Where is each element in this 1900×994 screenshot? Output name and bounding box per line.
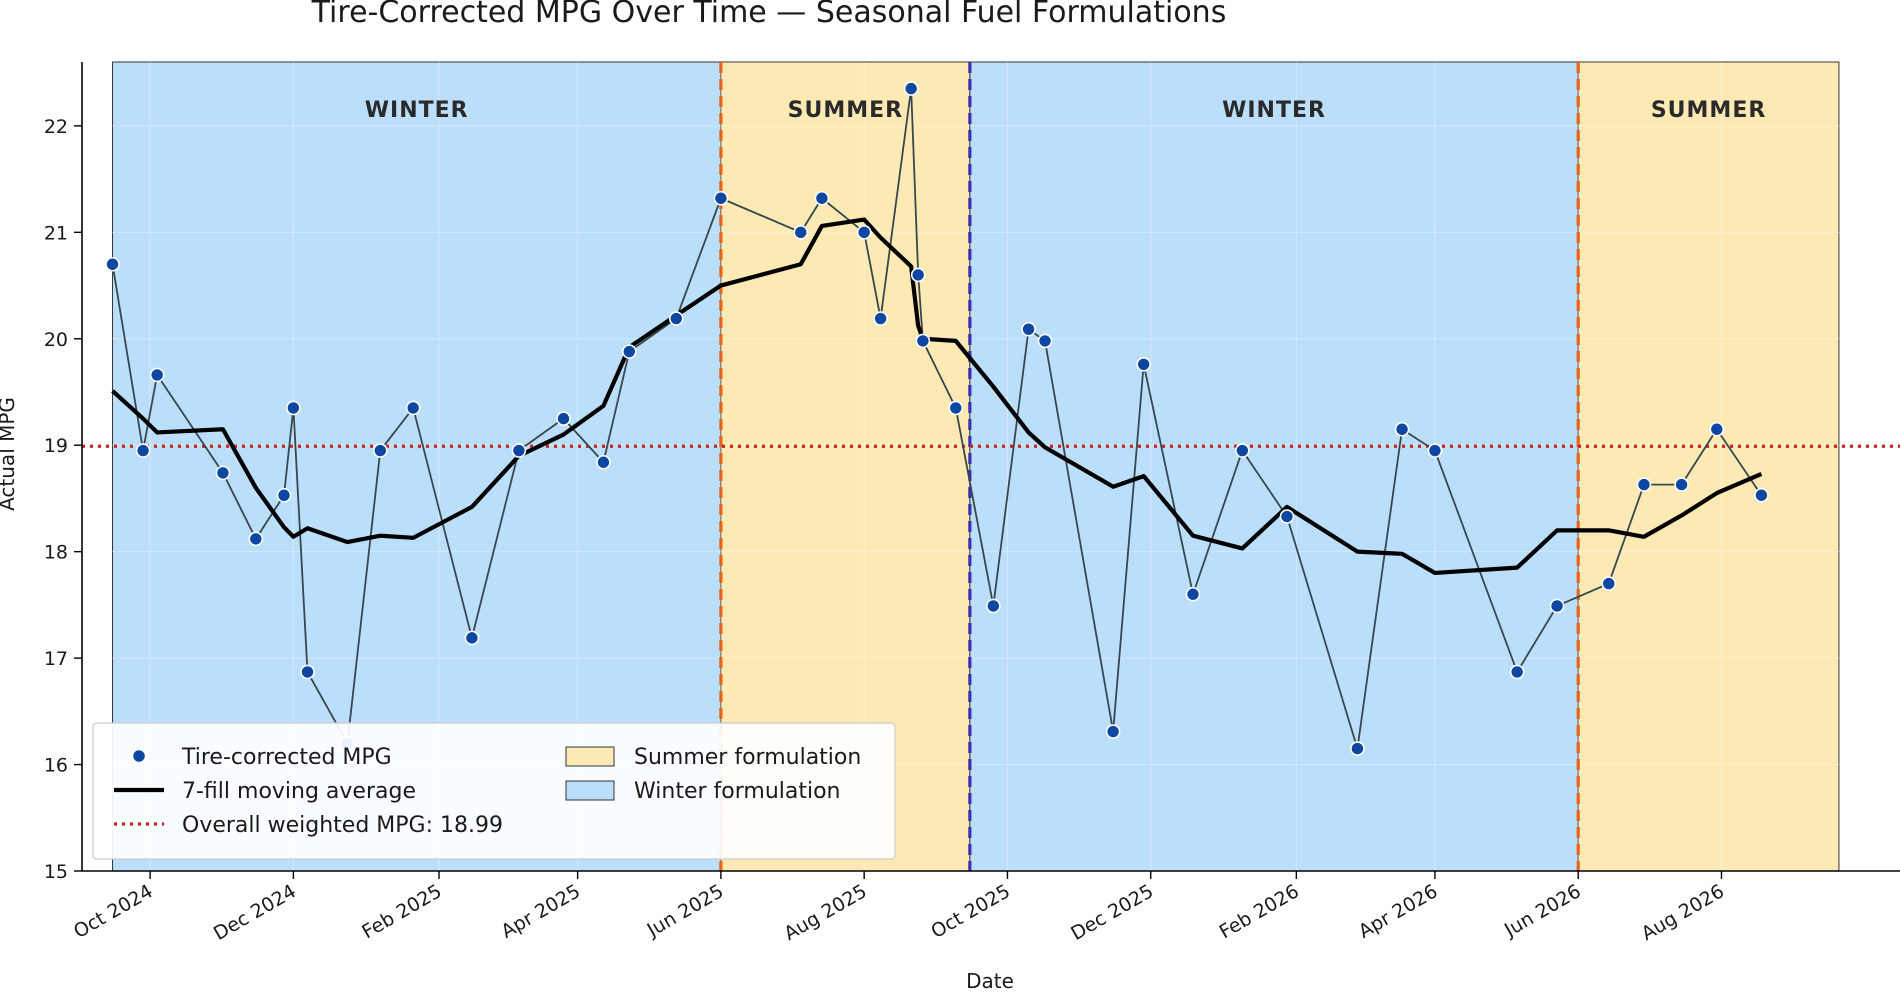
data-point-26 — [986, 598, 1001, 614]
data-point-13 — [556, 411, 571, 426]
season-label-3: SUMMER — [1651, 98, 1766, 123]
data-point-34 — [1350, 741, 1365, 756]
data-point-6 — [286, 400, 301, 416]
data-point-25 — [948, 400, 964, 416]
data-point-27 — [1021, 321, 1036, 337]
x-tick-label: Aug 2026 — [1638, 880, 1728, 945]
data-point-9 — [373, 443, 388, 458]
season-band-summer-3 — [1577, 61, 1840, 872]
season-label-2: WINTER — [1222, 98, 1326, 123]
x-tick-label: Feb 2026 — [1216, 880, 1303, 943]
data-point-11 — [464, 630, 480, 646]
legend-box — [92, 722, 896, 860]
x-axis-label: Date — [966, 969, 1014, 993]
moving-average-line-path — [111, 217, 1763, 576]
legend: Tire-corrected MPG 7-fill moving average O… — [92, 722, 896, 860]
x-tick-label: Feb 2025 — [358, 880, 445, 943]
y-tick-label: 18 — [44, 542, 68, 564]
legend-item-0: Tire-corrected MPG — [131, 745, 392, 770]
data-point-14 — [596, 454, 611, 470]
legend-label: 7-fill moving average — [182, 779, 416, 804]
season-labels: WINTER SUMMER WINTER SUMMER — [365, 98, 1766, 123]
legend-item-3: Summer formulation — [565, 745, 861, 770]
data-point-1 — [135, 443, 151, 458]
legend-label: Tire-corrected MPG — [181, 745, 392, 770]
x-tick-label: Apr 2026 — [1355, 880, 1442, 943]
data-point-16 — [668, 311, 684, 326]
legend-marker-icon — [131, 748, 147, 764]
x-tick-label: Jun 2026 — [1500, 880, 1585, 942]
data-point-32 — [1235, 443, 1250, 458]
data-point-37 — [1509, 664, 1525, 680]
legend-label: Winter formulation — [634, 779, 841, 804]
data-point-28 — [1037, 333, 1053, 349]
data-point-2 — [149, 367, 165, 383]
legend-label: Overall weighted MPG: 18.99 — [182, 813, 503, 838]
data-point-30 — [1136, 357, 1151, 372]
data-point-35 — [1394, 421, 1410, 437]
data-point-5 — [276, 487, 292, 503]
legend-patch-icon — [565, 780, 615, 801]
legend-item-1: 7-fill moving average — [114, 779, 416, 804]
data-point-4 — [248, 531, 264, 547]
data-point-3 — [215, 465, 231, 481]
x-tick-label: Aug 2025 — [780, 880, 870, 945]
legend-patch-icon — [565, 746, 615, 767]
y-tick-label: 22 — [44, 116, 68, 138]
y-tick-label: 20 — [44, 329, 68, 351]
x-tick-label: Oct 2025 — [927, 880, 1014, 943]
data-point-0 — [105, 256, 120, 272]
y-tick-label: 15 — [44, 861, 68, 883]
data-point-31 — [1185, 586, 1201, 602]
x-tick-label: Oct 2024 — [70, 880, 157, 943]
data-point-20 — [856, 225, 872, 240]
legend-item-2: Overall weighted MPG: 18.99 — [114, 813, 503, 838]
x-tick-label: Jun 2025 — [643, 880, 728, 942]
data-point-43 — [1754, 487, 1769, 503]
data-point-15 — [621, 344, 637, 359]
season-label-1: SUMMER — [788, 98, 903, 123]
x-tick-label: Dec 2025 — [1067, 880, 1157, 945]
data-point-23 — [910, 267, 926, 283]
season-band-winter-2 — [969, 61, 1579, 872]
season-label-0: WINTER — [365, 98, 469, 123]
data-point-38 — [1549, 598, 1565, 614]
data-point-29 — [1105, 724, 1121, 739]
data-point-24 — [915, 333, 931, 349]
data-point-17 — [713, 190, 729, 206]
data-point-12 — [511, 443, 527, 458]
data-point-10 — [405, 400, 421, 416]
y-axis-label: Actual MPG — [0, 397, 19, 511]
x-tick-label: Dec 2024 — [210, 880, 300, 945]
data-point-39 — [1601, 576, 1617, 591]
y-tick-label: 17 — [44, 648, 68, 670]
data-point-40 — [1636, 477, 1652, 492]
x-tick-label: Apr 2025 — [498, 880, 585, 943]
data-point-36 — [1427, 443, 1443, 458]
data-point-22 — [903, 81, 919, 96]
mpg-markers — [105, 81, 1769, 756]
y-tick-label: 21 — [44, 222, 68, 244]
data-point-42 — [1709, 421, 1725, 437]
data-point-18 — [793, 225, 809, 240]
y-tick-label: 19 — [44, 435, 68, 457]
legend-label: Summer formulation — [634, 745, 861, 770]
y-tick-label: 16 — [44, 755, 68, 777]
data-point-41 — [1674, 477, 1689, 492]
moving-average-line — [111, 217, 1763, 576]
data-point-7 — [300, 664, 315, 680]
legend-item-4: Winter formulation — [565, 779, 841, 804]
data-point-21 — [873, 311, 888, 326]
data-point-33 — [1279, 509, 1295, 524]
chart-title: Tire-Corrected MPG Over Time — Seasonal … — [311, 0, 1227, 30]
data-point-19 — [814, 190, 830, 206]
